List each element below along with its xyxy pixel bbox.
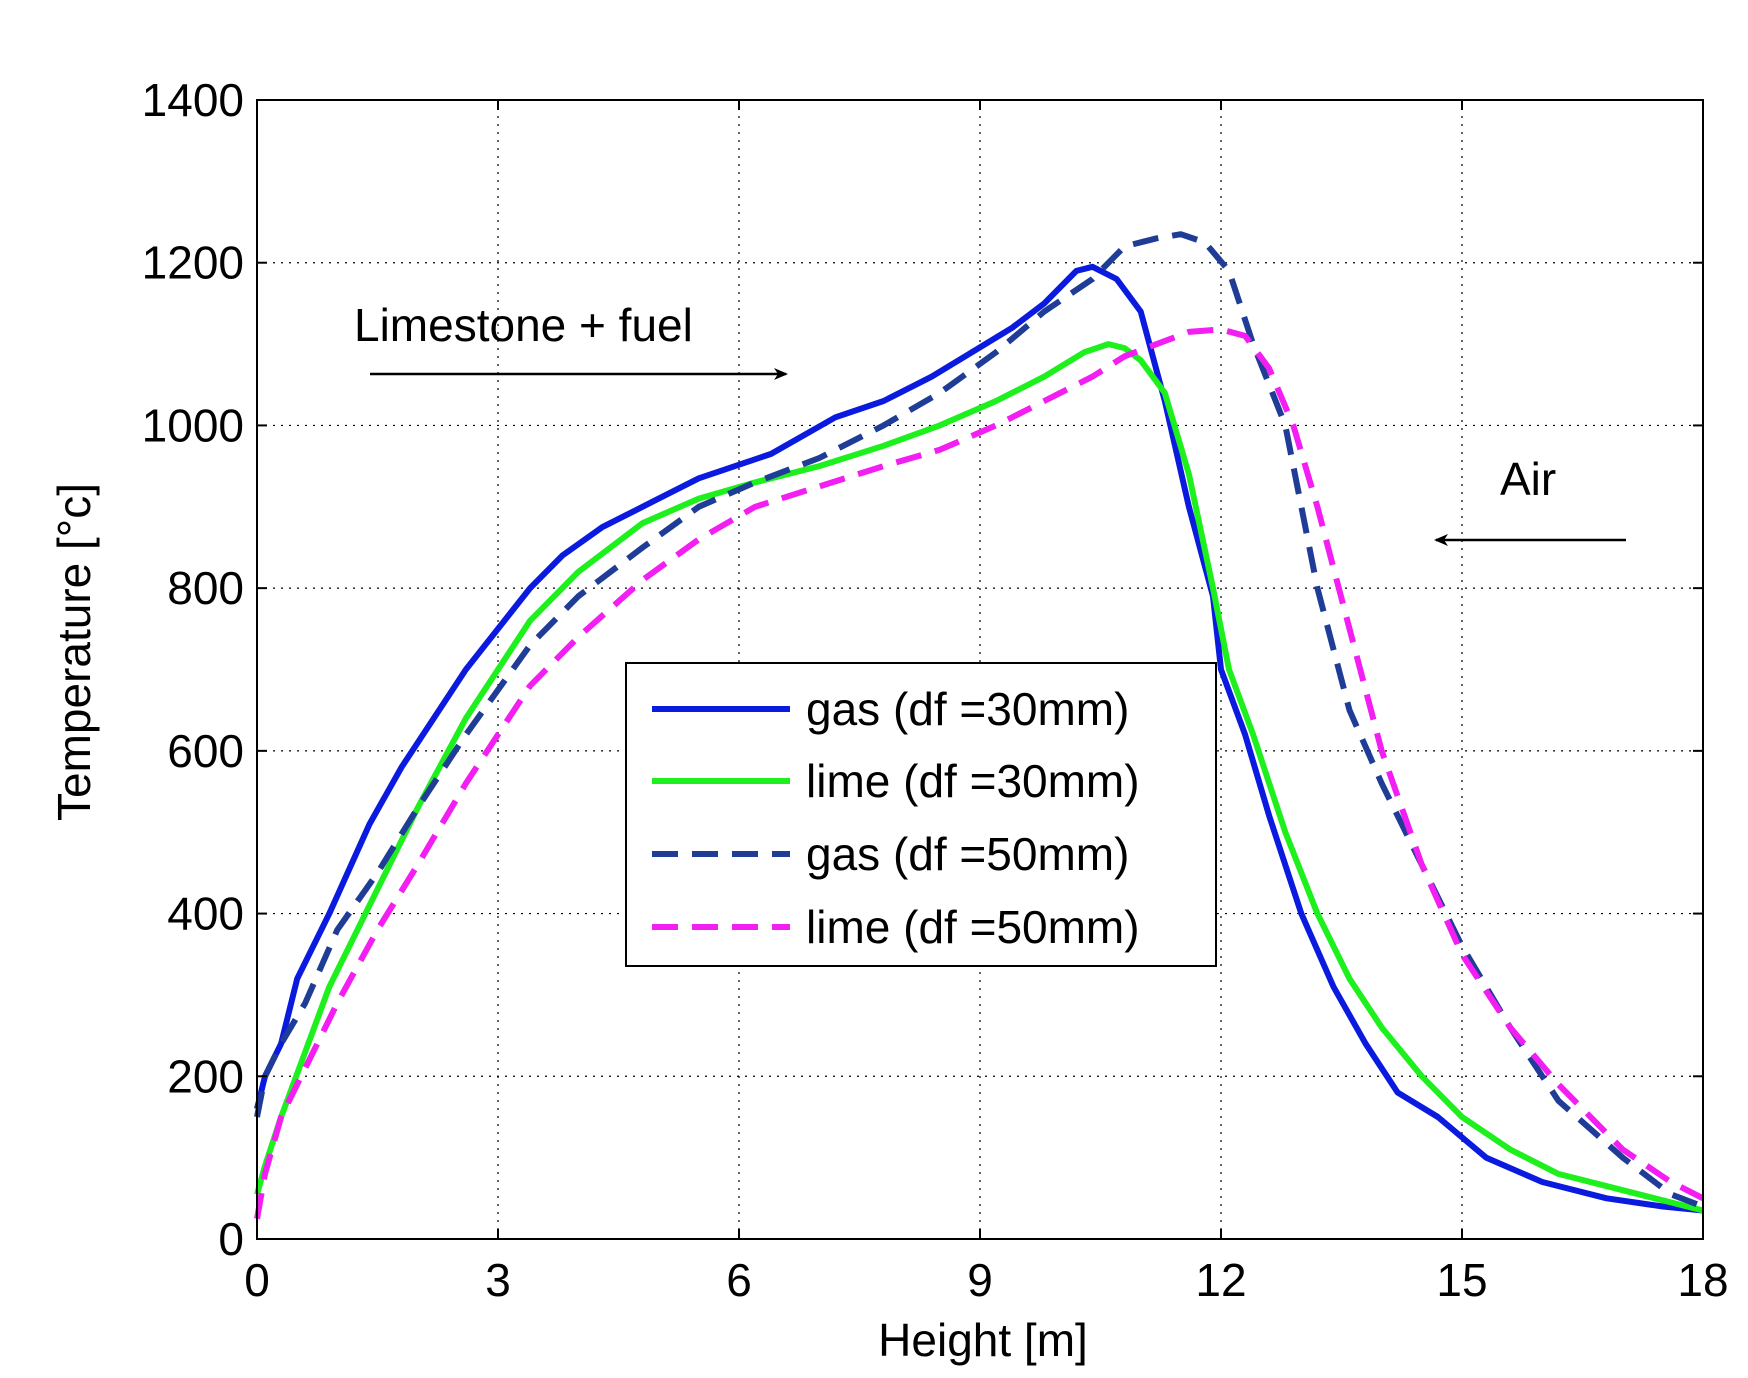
legend-label-4: lime (df =50mm)	[806, 901, 1140, 953]
x-tick-label: 9	[967, 1254, 993, 1306]
annotation-limestone: Limestone + fuel	[354, 299, 788, 380]
legend-box	[625, 662, 1217, 967]
x-tick-label: 0	[244, 1254, 270, 1306]
x-tick-label: 18	[1677, 1254, 1728, 1306]
x-axis-label: Height [m]	[878, 1314, 1088, 1366]
series-line-4	[254, 326, 1705, 1220]
series-line-1	[254, 263, 1704, 1214]
y-tick-labels: 0 200 400 600 800 1000 1200 1400	[142, 74, 244, 1265]
series-line-3	[254, 231, 1705, 1210]
legend-label-3: gas (df =50mm)	[806, 828, 1129, 880]
annotation-air-text: Air	[1500, 453, 1556, 505]
x-tick-label: 12	[1195, 1254, 1246, 1306]
x-tick-labels: 0 3 6 9 12 15 18	[244, 1254, 1728, 1306]
legend-label-2: lime (df =30mm)	[806, 755, 1140, 807]
y-tick-label: 1400	[142, 74, 244, 126]
y-tick-label: 400	[167, 888, 244, 940]
x-tick-label: 3	[485, 1254, 511, 1306]
y-tick-label: 800	[167, 562, 244, 614]
x-tick-label: 6	[726, 1254, 752, 1306]
x-tick-label: 15	[1436, 1254, 1487, 1306]
y-tick-label: 600	[167, 725, 244, 777]
y-tick-label: 200	[167, 1050, 244, 1102]
axis-ticks	[256, 99, 1704, 1240]
y-tick-label: 1200	[142, 237, 244, 289]
legend-label-1: gas (df =30mm)	[806, 683, 1129, 735]
legend: gas (df =30mm) lime (df =30mm) gas (df =50…	[625, 662, 1217, 967]
y-tick-label: 0	[218, 1213, 244, 1265]
y-tick-label: 1000	[142, 399, 244, 451]
annotation-air: Air	[1434, 453, 1626, 546]
annotation-limestone-text: Limestone + fuel	[354, 299, 693, 351]
series-lines	[254, 231, 1705, 1220]
y-axis-label: Temperature [°c]	[48, 483, 100, 821]
